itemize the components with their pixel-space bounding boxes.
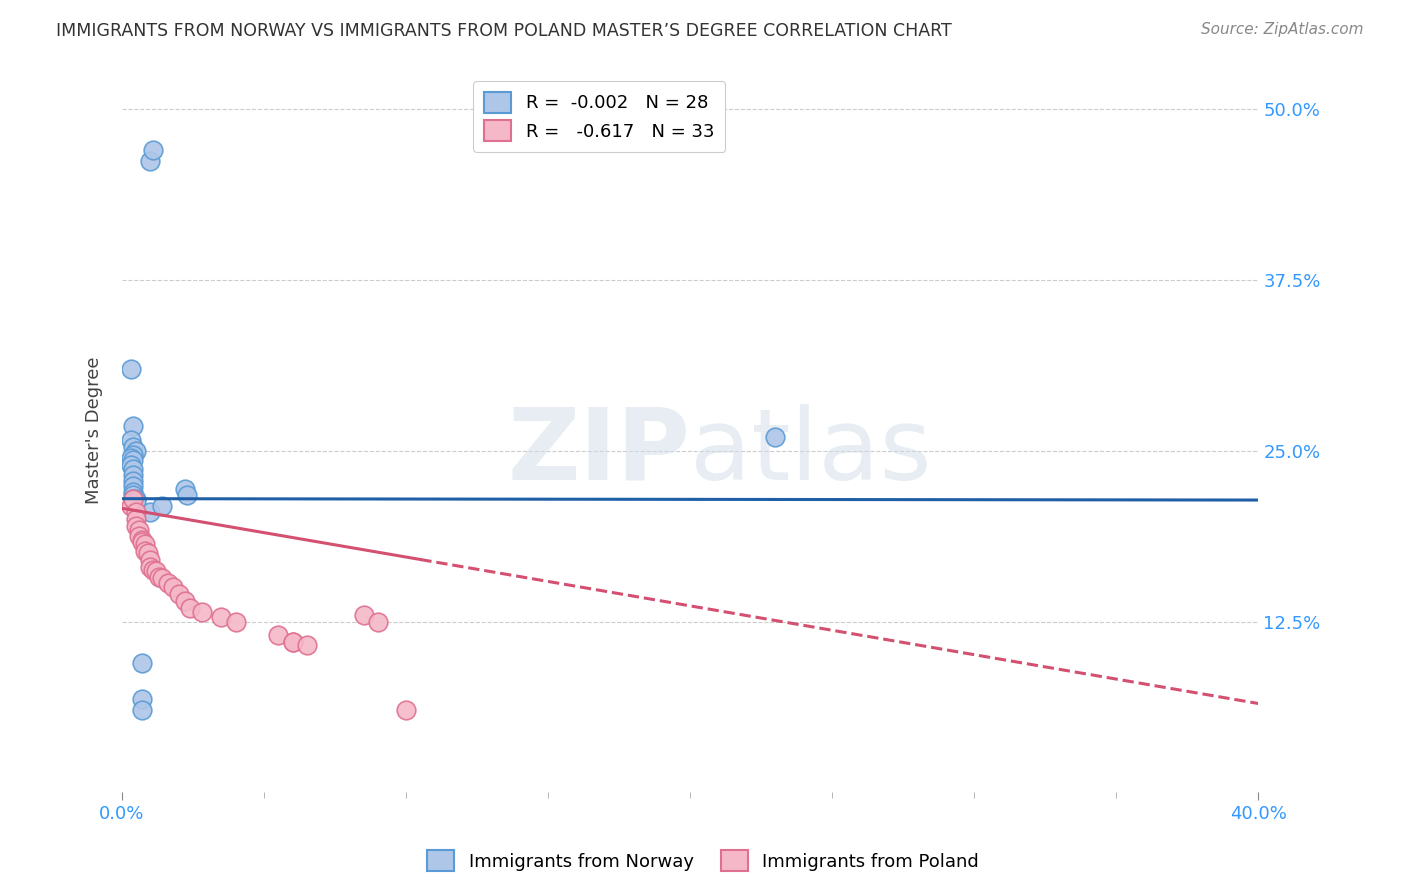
Point [120, 499, 142, 513]
Point [131, 692, 153, 706]
Point [136, 546, 159, 560]
Point [156, 576, 179, 591]
Point [190, 605, 212, 619]
Point [131, 535, 153, 549]
Point [125, 494, 148, 508]
Point [122, 468, 145, 483]
Point [128, 528, 150, 542]
Legend: R =  -0.002   N = 28, R =   -0.617   N = 33: R = -0.002 N = 28, R = -0.617 N = 33 [474, 81, 725, 152]
Text: ZIP: ZIP [508, 403, 690, 500]
Point [145, 564, 167, 578]
Point [134, 537, 156, 551]
Point [148, 569, 170, 583]
Point [139, 560, 162, 574]
Text: IMMIGRANTS FROM NORWAY VS IMMIGRANTS FROM POLAND MASTER’S DEGREE CORRELATION CHA: IMMIGRANTS FROM NORWAY VS IMMIGRANTS FRO… [56, 22, 952, 40]
Point [131, 703, 153, 717]
Point [125, 519, 148, 533]
Point [139, 505, 162, 519]
Text: Source: ZipAtlas.com: Source: ZipAtlas.com [1201, 22, 1364, 37]
Point [122, 419, 145, 434]
Point [125, 505, 148, 519]
Point [173, 594, 195, 608]
Point [120, 362, 142, 376]
Point [122, 448, 145, 462]
Point [179, 601, 201, 615]
Point [142, 563, 165, 577]
Point [281, 635, 304, 649]
Point [120, 450, 142, 465]
Point [281, 635, 304, 649]
Point [295, 638, 318, 652]
Point [173, 482, 195, 496]
Point [122, 474, 145, 488]
Point [367, 615, 389, 629]
Point [139, 553, 162, 567]
Point [142, 144, 165, 158]
Point [139, 154, 162, 169]
Point [122, 491, 145, 506]
Point [122, 440, 145, 454]
Point [125, 512, 148, 526]
Point [122, 461, 145, 475]
Point [122, 491, 145, 506]
Point [120, 433, 142, 447]
Legend: Immigrants from Norway, Immigrants from Poland: Immigrants from Norway, Immigrants from … [420, 843, 986, 879]
Point [122, 479, 145, 493]
Point [211, 610, 233, 624]
Point [176, 487, 198, 501]
Point [128, 523, 150, 537]
Point [125, 443, 148, 458]
Point [122, 453, 145, 467]
Point [122, 487, 145, 501]
Point [765, 430, 787, 444]
Point [150, 571, 173, 585]
Point [267, 628, 290, 642]
Point [225, 615, 247, 629]
Point [131, 656, 153, 670]
Point [120, 458, 142, 472]
Point [150, 499, 173, 513]
Point [122, 484, 145, 499]
Point [125, 491, 148, 506]
Point [353, 607, 375, 622]
Text: atlas: atlas [690, 403, 932, 500]
Point [167, 587, 190, 601]
Y-axis label: Master's Degree: Master's Degree [86, 357, 103, 504]
Point [131, 533, 153, 547]
Point [134, 543, 156, 558]
Point [395, 703, 418, 717]
Point [162, 581, 184, 595]
